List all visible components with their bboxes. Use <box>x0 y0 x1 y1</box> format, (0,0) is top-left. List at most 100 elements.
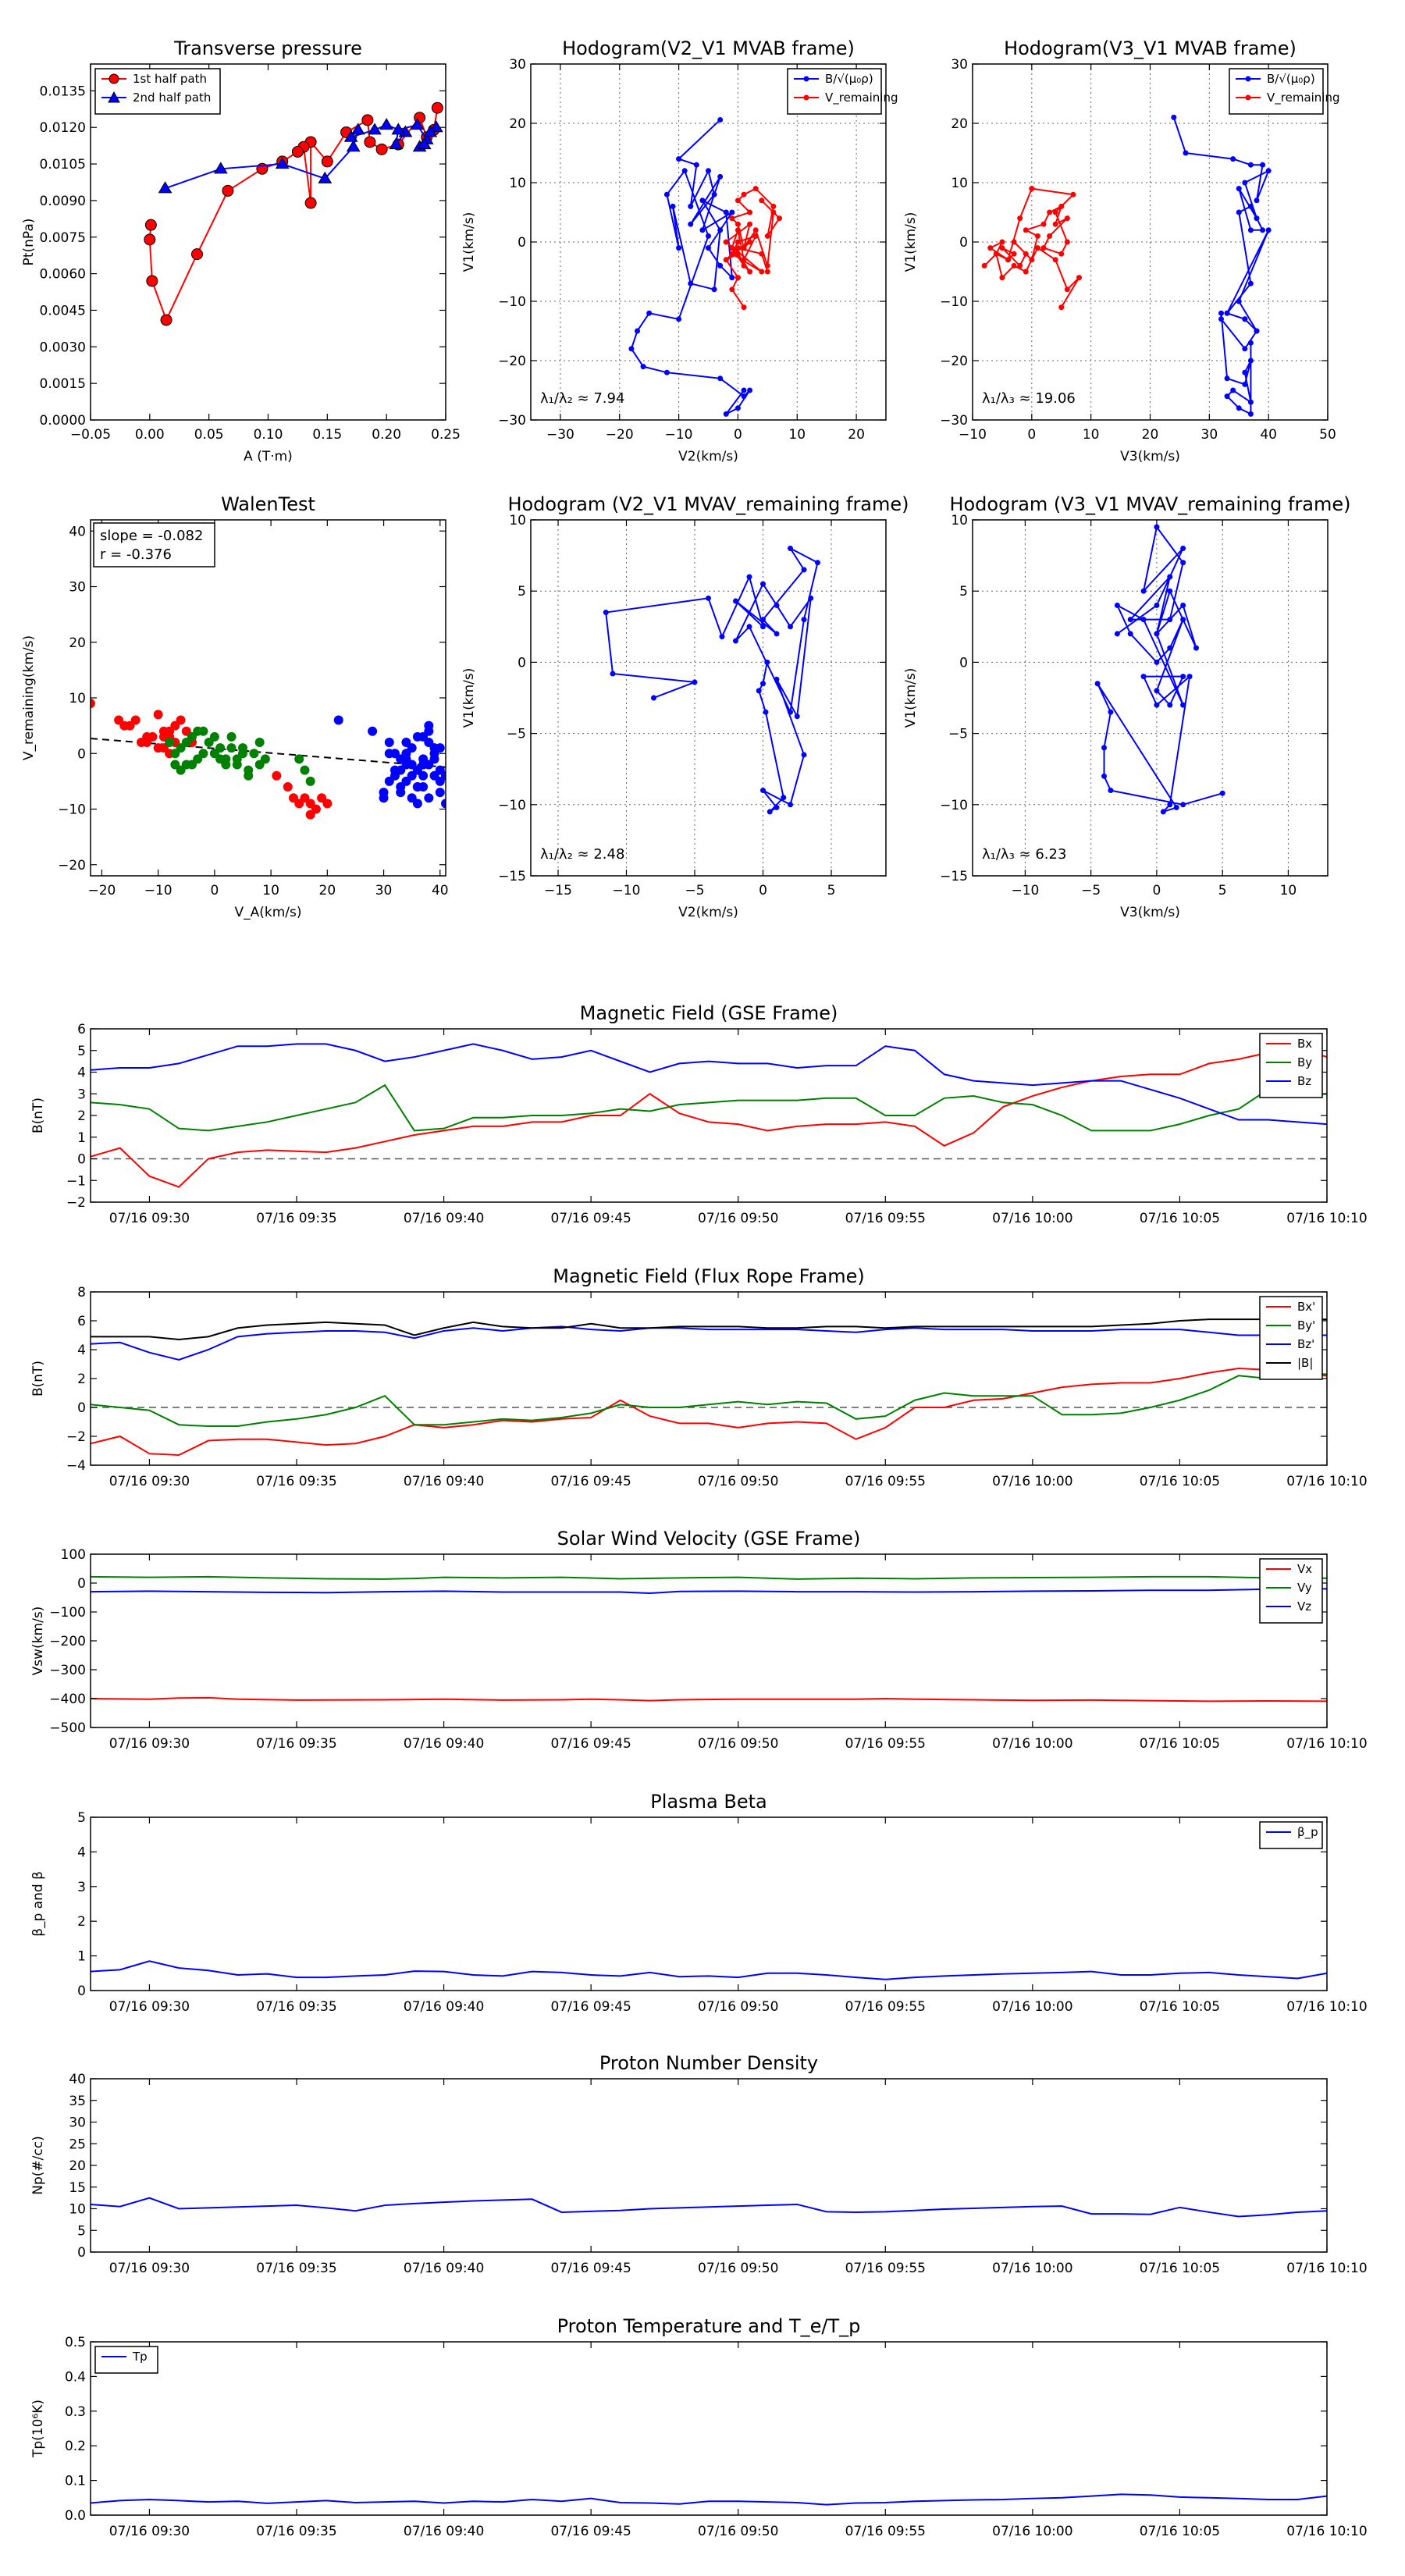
series-line-0 <box>1097 525 1223 814</box>
y-tick-label: 5 <box>77 1810 86 1826</box>
data-point <box>774 631 780 637</box>
series-line-2 <box>91 1325 1327 1361</box>
data-point <box>735 245 741 251</box>
data-point <box>1029 257 1035 263</box>
data-point <box>401 776 411 786</box>
y-tick-label: 0.3 <box>65 2404 86 2420</box>
data-point <box>364 136 376 148</box>
data-point <box>215 743 226 753</box>
data-point <box>1154 602 1160 608</box>
data-point <box>699 227 706 233</box>
data-point <box>283 782 293 792</box>
data-point <box>747 239 753 245</box>
data-point <box>788 802 793 808</box>
y-axis-label: V1(km/s) <box>903 668 919 728</box>
y-tick-label: 0.5 <box>65 2335 86 2350</box>
y-tick-label: 0.0060 <box>40 267 86 283</box>
y-axis-label: Pt(nPa) <box>21 219 37 266</box>
y-tick-label: 0 <box>959 235 968 251</box>
data-point <box>801 752 807 758</box>
y-tick-label: 20 <box>69 2158 86 2174</box>
x-tick-label: −20 <box>606 427 634 443</box>
y-tick-label: −2 <box>66 1429 86 1445</box>
data-point <box>1011 262 1017 269</box>
y-tick-label: 20 <box>509 116 526 132</box>
data-point <box>735 239 741 245</box>
x-tick-label: 0.25 <box>431 427 461 443</box>
y-tick-label: 0 <box>77 1576 86 1592</box>
y-tick-label: −10 <box>940 798 968 813</box>
data-point <box>735 221 741 227</box>
x-tick-label: 07/16 10:05 <box>1140 1736 1220 1752</box>
data-point <box>144 219 157 231</box>
y-tick-label: 0.0075 <box>40 230 86 246</box>
data-point <box>275 157 290 169</box>
y-tick-label: −1 <box>66 1173 86 1189</box>
data-point <box>1064 215 1070 222</box>
eigenvalue-ratio-annotation: λ₁/λ₃ ≈ 6.23 <box>982 846 1066 863</box>
y-axis-label: Tp(10⁶K) <box>30 2400 46 2458</box>
chart-ts5: Proton Number Density 0 5 10 15 20 25 30 35 40 07/… <box>30 2052 1368 2276</box>
y-tick-label: 0 <box>518 655 526 671</box>
data-point <box>1154 659 1160 665</box>
x-tick-label: 07/16 10:00 <box>992 1474 1072 1489</box>
data-point <box>423 125 438 137</box>
data-point <box>410 118 425 130</box>
data-point <box>1230 387 1236 393</box>
x-tick-label: 07/16 10:00 <box>992 2261 1072 2276</box>
data-point <box>688 221 694 227</box>
plot-frame <box>90 1816 1328 1991</box>
data-point <box>384 738 394 747</box>
x-tick-label: 07/16 10:10 <box>1286 1211 1367 1226</box>
data-point <box>763 709 769 715</box>
data-layer <box>91 2197 1327 2218</box>
data-point <box>1167 617 1173 623</box>
y-tick-label: −4 <box>66 1458 86 1474</box>
series-line-2 <box>91 1588 1327 1594</box>
data-point <box>1108 788 1114 794</box>
data-point <box>272 770 282 781</box>
series-line-3 <box>91 1318 1327 1341</box>
y-tick-label: 6 <box>77 1314 86 1329</box>
x-tick-label: 0.20 <box>372 427 401 443</box>
data-point <box>719 634 725 640</box>
chart-p1: Transverse pressure 0.0000 0.0015 0.0030 0.0… <box>21 37 461 464</box>
x-tick-label: 07/16 10:10 <box>1286 2524 1367 2539</box>
x-axis-label: V_A(km/s) <box>234 905 301 920</box>
legend-label: Vy <box>1297 1581 1312 1595</box>
x-tick-label: 30 <box>375 883 393 898</box>
data-layer <box>1094 524 1225 815</box>
data-point <box>1193 645 1199 651</box>
legend-marker <box>1245 94 1251 101</box>
data-point <box>1236 405 1242 411</box>
data-layer <box>981 114 1272 417</box>
data-point <box>729 245 735 251</box>
data-layer <box>603 545 820 815</box>
data-point <box>735 251 741 257</box>
data-point <box>717 375 724 382</box>
data-point <box>254 738 265 747</box>
data-point <box>1040 221 1047 227</box>
x-tick-label: 07/16 10:00 <box>992 1211 1072 1226</box>
legend-label: V_remaining <box>825 91 898 105</box>
chart-ts6: Proton Temperature and T_e/T_p 0.0 0.1 0.2 0… <box>30 2315 1368 2539</box>
data-point <box>670 203 676 209</box>
data-point <box>1094 681 1101 687</box>
x-tick-label: 07/16 09:35 <box>256 1211 336 1226</box>
plot-area <box>91 64 446 420</box>
y-tick-label: 30 <box>951 57 968 73</box>
data-point <box>735 227 741 233</box>
x-tick-label: 07/16 09:50 <box>698 1999 778 2015</box>
data-point <box>130 715 140 725</box>
plot-frame <box>972 519 1329 877</box>
data-point <box>1064 286 1070 293</box>
legend-frame <box>1229 68 1324 115</box>
x-tick-label: 07/16 10:00 <box>992 1736 1072 1752</box>
plot-area <box>531 520 886 876</box>
y-tick-label: 1 <box>77 1130 86 1146</box>
data-point <box>294 754 304 764</box>
data-point <box>741 245 747 251</box>
data-point <box>676 316 682 322</box>
data-point <box>153 710 163 720</box>
y-tick-label: 3 <box>77 1880 86 1895</box>
